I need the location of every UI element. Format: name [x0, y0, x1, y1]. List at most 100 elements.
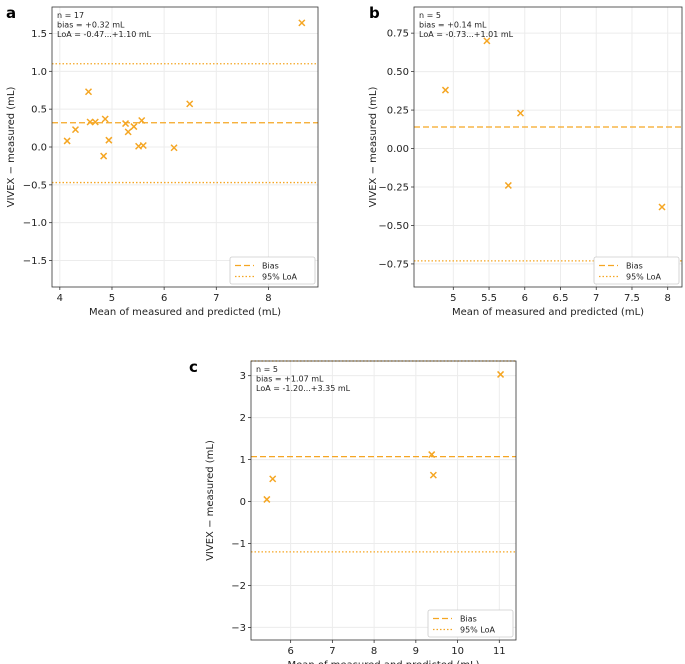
- y-tick-label: 2: [240, 413, 246, 424]
- y-tick-label: −1.0: [23, 218, 47, 229]
- x-tick-label: 5.5: [481, 293, 497, 304]
- data-point: [91, 118, 99, 126]
- x-tick-label: 7: [213, 293, 219, 304]
- data-point: [63, 137, 71, 145]
- legend-bias-label: Bias: [626, 262, 643, 271]
- stats-annotation: n = 17: [57, 11, 84, 20]
- data-point: [124, 128, 132, 136]
- plot-frame: [250, 360, 517, 641]
- stats-annotation: LoA = -0.47...+1.10 mL: [57, 30, 152, 39]
- x-tick-label: 8: [265, 293, 271, 304]
- legend: Bias 95% LoA: [229, 256, 316, 285]
- y-tick-label: −1: [231, 539, 246, 550]
- x-tick-label: 8: [371, 646, 377, 657]
- y-tick-label: −0.5: [23, 180, 47, 191]
- data-point: [122, 120, 130, 128]
- data-point: [658, 203, 666, 211]
- data-point: [71, 126, 80, 134]
- data-point: [441, 86, 449, 94]
- legend-bias-label: Bias: [460, 615, 477, 624]
- y-axis-label: VIVEX − measured (mL): [6, 87, 17, 208]
- y-tick-label: 0.0: [31, 143, 47, 154]
- data-point: [429, 471, 437, 479]
- data-point: [497, 370, 505, 378]
- y-tick-label: 0.00: [387, 144, 409, 155]
- x-tick-label: 7.5: [624, 293, 640, 304]
- legend-loa-label: 95% LoA: [262, 273, 298, 282]
- data-point: [483, 37, 491, 45]
- data-point: [263, 495, 271, 503]
- data-point: [504, 181, 512, 189]
- legend-bias-label: Bias: [262, 262, 279, 271]
- x-tick-label: 6: [287, 646, 293, 657]
- x-tick-label: 10: [451, 646, 464, 657]
- data-point: [428, 451, 436, 459]
- y-tick-label: −2: [231, 581, 246, 592]
- y-axis-label: VIVEX − measured (mL): [368, 87, 379, 208]
- stats-annotation: LoA = -0.73...+1.01 mL: [419, 30, 514, 39]
- y-tick-label: 0.25: [387, 106, 409, 117]
- x-tick-label: 6: [161, 293, 167, 304]
- x-tick-label: 6.5: [553, 293, 569, 304]
- panel-letter: a: [6, 4, 16, 22]
- stats-annotation: LoA = -1.20...+3.35 mL: [256, 384, 351, 393]
- x-tick-label: 4: [57, 293, 63, 304]
- panel-b: b 5 5.5 6 6.5 7 7.5 8 −0.75 −0.50 −0.25 0.00 0.25 0.5…: [368, 4, 683, 318]
- y-tick-label: 1: [240, 455, 246, 466]
- y-tick-label: 0.5: [31, 105, 47, 116]
- plot-frame: [413, 6, 683, 288]
- x-tick-label: 7: [593, 293, 599, 304]
- y-tick-label: 0.50: [387, 67, 409, 78]
- x-tick-label: 9: [413, 646, 419, 657]
- y-tick-label: −0.25: [378, 183, 409, 194]
- x-tick-label: 7: [329, 646, 335, 657]
- panel-letter: b: [369, 4, 380, 22]
- data-point: [101, 115, 109, 123]
- data-point: [105, 136, 113, 144]
- x-tick-label: 5: [450, 293, 456, 304]
- stats-annotation: bias = +0.32 mL: [57, 21, 125, 30]
- legend-box: [593, 256, 680, 285]
- stats-annotation: bias = +1.07 mL: [256, 375, 324, 384]
- y-axis-label: VIVEX − measured (mL): [205, 440, 216, 561]
- x-axis-label: Mean of measured and predicted (mL): [452, 307, 644, 318]
- y-tick-label: 1.5: [31, 29, 47, 40]
- legend-loa-label: 95% LoA: [626, 273, 662, 282]
- stats-annotation: n = 5: [419, 11, 441, 20]
- y-tick-label: −1.5: [23, 256, 47, 267]
- data-point: [84, 88, 93, 96]
- x-tick-label: 8: [665, 293, 671, 304]
- data-point: [186, 100, 194, 108]
- y-tick-label: −3: [231, 623, 246, 634]
- legend: Bias 95% LoA: [427, 609, 514, 638]
- data-point: [516, 109, 525, 117]
- y-tick-label: −0.75: [378, 259, 409, 270]
- legend: Bias 95% LoA: [593, 256, 680, 285]
- data-point: [170, 144, 178, 152]
- y-tick-label: −0.50: [378, 221, 409, 232]
- data-point: [130, 123, 138, 131]
- x-axis-label: Mean of measured and predicted (mL): [89, 307, 281, 318]
- legend-loa-label: 95% LoA: [460, 626, 496, 635]
- stats-annotation: bias = +0.14 mL: [419, 21, 487, 30]
- x-tick-label: 6: [522, 293, 528, 304]
- data-point: [100, 152, 108, 160]
- data-point: [298, 19, 306, 27]
- data-point: [139, 141, 147, 150]
- data-point: [269, 475, 277, 483]
- legend-box: [229, 256, 316, 285]
- y-tick-label: 0: [240, 497, 246, 508]
- x-tick-label: 5: [109, 293, 115, 304]
- x-axis-label: Mean of measured and predicted (mL): [287, 660, 479, 664]
- y-tick-label: 1.0: [31, 67, 47, 78]
- y-tick-label: 3: [240, 371, 246, 382]
- panel-letter: c: [189, 358, 198, 376]
- x-tick-label: 11: [493, 646, 506, 657]
- y-tick-label: 0.75: [387, 29, 409, 40]
- panel-a: a 4 5 6 7 8 −1.5 −1.0 −0.5 0.0 0.5 1.0 1.5 Mean of me…: [6, 4, 319, 318]
- panel-c: c 6 7 8 9 10 11 −3 −2 −1 0 1 2 3 Mean of measured and …: [189, 358, 517, 664]
- data-point: [138, 116, 146, 125]
- legend-box: [427, 609, 514, 638]
